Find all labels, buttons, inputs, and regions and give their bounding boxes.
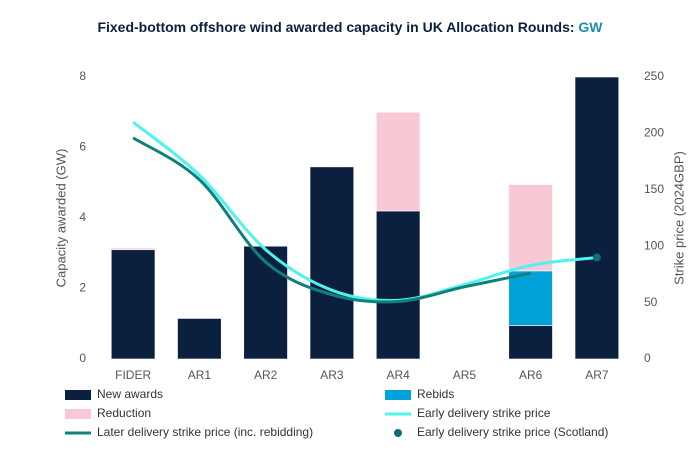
y-tick-label: 2 <box>79 281 86 295</box>
bar-segment <box>508 325 553 360</box>
y-axis-label: Capacity awarded (GW) <box>53 149 68 288</box>
x-tick-label: AR1 <box>188 368 212 382</box>
y2-axis-label: Strike price (2024GBP) <box>671 151 686 285</box>
scatter-point <box>592 253 601 262</box>
x-tick-label: AR3 <box>320 368 344 382</box>
y2-tick-label: 250 <box>644 69 664 83</box>
x-tick-label: AR5 <box>453 368 477 382</box>
legend-label: Early delivery strike price (Scotland) <box>417 425 608 439</box>
legend-label: Rebids <box>417 387 454 401</box>
x-tick-label: AR7 <box>585 368 609 382</box>
legend-swatch <box>65 409 91 419</box>
x-tick-label: FIDER <box>115 368 151 382</box>
bar-segment <box>177 318 222 360</box>
y-tick-label: 0 <box>79 351 86 365</box>
title-unit: GW <box>578 19 603 35</box>
y2-tick-label: 0 <box>644 351 651 365</box>
bar-segment <box>574 76 620 360</box>
bar-segment <box>508 270 553 326</box>
legend-label: New awards <box>97 387 163 401</box>
x-tick-label: AR4 <box>386 368 410 382</box>
legend-swatch <box>385 390 411 400</box>
chart-title: Fixed-bottom offshore wind awarded capac… <box>97 19 603 35</box>
strike-price-line <box>132 120 598 303</box>
bar-segment <box>110 247 156 251</box>
bar-segment <box>508 184 553 272</box>
legend-label: Early delivery strike price <box>417 406 551 420</box>
legend-swatch <box>65 390 91 400</box>
legend-swatch <box>394 429 402 437</box>
legend-label: Later delivery strike price (inc. rebidd… <box>97 425 313 439</box>
y-tick-label: 4 <box>79 210 86 224</box>
y2-tick-label: 150 <box>644 182 664 196</box>
x-tick-label: AR2 <box>254 368 278 382</box>
bar-segment <box>309 166 355 360</box>
title-text: Fixed-bottom offshore wind awarded capac… <box>97 19 574 35</box>
bar-segment <box>375 111 421 212</box>
bar-segment <box>110 249 156 360</box>
y2-tick-label: 50 <box>644 295 658 309</box>
y2-tick-label: 100 <box>644 238 664 252</box>
y-tick-label: 8 <box>79 69 86 83</box>
bar-segment <box>243 245 288 360</box>
x-tick-label: AR6 <box>519 368 543 382</box>
bar-segment <box>375 210 421 360</box>
strike-price-line <box>132 136 531 304</box>
legend-label: Reduction <box>97 406 151 420</box>
y2-tick-label: 200 <box>644 126 664 140</box>
y-tick-label: 6 <box>79 140 86 154</box>
